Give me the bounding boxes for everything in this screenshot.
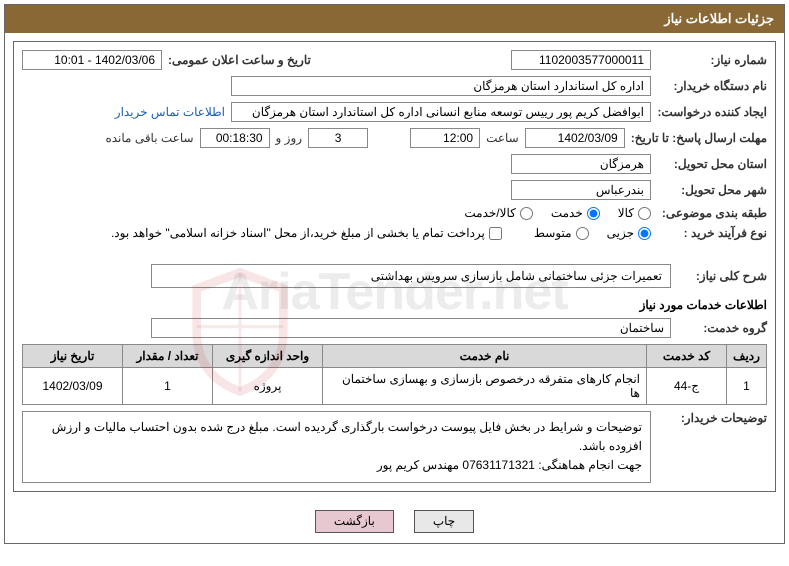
row-general-desc: شرح کلی نیاز: تعمیرات جزئی ساختمانی شامل… [22, 264, 767, 288]
field-deadline-date: 1402/03/09 [525, 128, 625, 148]
content-area: AriaTender.net شماره نیاز: 1102003577000… [13, 41, 776, 492]
radio-service[interactable]: خدمت [551, 206, 600, 220]
row-need-no: شماره نیاز: 1102003577000011 تاریخ و ساع… [22, 50, 767, 70]
treasury-note: پرداخت تمام یا بخشی از مبلغ خرید،از محل … [111, 226, 485, 240]
radio-goods-input[interactable] [638, 207, 651, 220]
th-qty: تعداد / مقدار [123, 345, 213, 368]
row-deadline: مهلت ارسال پاسخ: تا تاریخ: 1402/03/09 سا… [22, 128, 767, 148]
td-unit: پروژه [213, 368, 323, 405]
field-buyer-notes: توضیحات و شرایط در بخش فایل پیوست درخواس… [22, 411, 651, 483]
radio-both-label: کالا/خدمت [464, 206, 515, 220]
radio-minor-label: جزیی [607, 226, 634, 240]
label-days-and: روز و [276, 131, 303, 145]
field-service-group: ساختمان [151, 318, 671, 338]
td-qty: 1 [123, 368, 213, 405]
field-announce-date: 1402/03/06 - 10:01 [22, 50, 162, 70]
label-delivery-city: شهر محل تحویل: [657, 183, 767, 197]
process-radio-group: جزیی متوسط [534, 226, 651, 240]
td-row: 1 [727, 368, 767, 405]
row-category: طبقه بندی موضوعی: کالا خدمت کالا/خدمت [22, 206, 767, 220]
radio-medium-input[interactable] [576, 227, 589, 240]
row-delivery-city: شهر محل تحویل: بندرعباس [22, 180, 767, 200]
panel-title: جزئیات اطلاعات نیاز [5, 5, 784, 33]
label-general-desc: شرح کلی نیاز: [677, 269, 767, 283]
treasury-checkbox-input[interactable] [489, 227, 502, 240]
label-buyer-org: نام دستگاه خریدار: [657, 79, 767, 93]
radio-service-label: خدمت [551, 206, 583, 220]
buyer-contact-link[interactable]: اطلاعات تماس خریدار [115, 105, 225, 119]
label-deadline: مهلت ارسال پاسخ: تا تاریخ: [631, 131, 767, 145]
radio-both[interactable]: کالا/خدمت [464, 206, 532, 220]
th-code: کد خدمت [647, 345, 727, 368]
td-name: انجام کارهای متفرقه درخصوص بازسازی و بهس… [323, 368, 647, 405]
section-services-info: اطلاعات خدمات مورد نیاز [22, 298, 767, 312]
label-process-type: نوع فرآیند خرید : [657, 226, 767, 240]
row-requester: ایجاد کننده درخواست: ابوافضل کریم پور ری… [22, 102, 767, 122]
td-code: ج-44 [647, 368, 727, 405]
row-buyer-org: نام دستگاه خریدار: اداره کل استاندارد اس… [22, 76, 767, 96]
field-delivery-city: بندرعباس [511, 180, 651, 200]
th-name: نام خدمت [323, 345, 647, 368]
radio-goods-label: کالا [618, 206, 634, 220]
td-date: 1402/03/09 [23, 368, 123, 405]
field-general-desc: تعمیرات جزئی ساختمانی شامل بازسازی سرویس… [151, 264, 671, 288]
th-date: تاریخ نیاز [23, 345, 123, 368]
print-button[interactable]: چاپ [414, 510, 474, 533]
field-remaining-days: 3 [308, 128, 368, 148]
label-requester: ایجاد کننده درخواست: [657, 105, 767, 119]
radio-medium-label: متوسط [534, 226, 572, 240]
label-announce-date: تاریخ و ساعت اعلان عمومی: [168, 53, 311, 67]
label-time-word: ساعت [486, 131, 519, 145]
field-need-no: 1102003577000011 [511, 50, 651, 70]
radio-service-input[interactable] [587, 207, 600, 220]
field-delivery-province: هرمزگان [511, 154, 651, 174]
row-process-type: نوع فرآیند خرید : جزیی متوسط پرداخت تمام… [22, 226, 767, 240]
field-deadline-time: 12:00 [410, 128, 480, 148]
label-service-group: گروه خدمت: [677, 321, 767, 335]
label-need-no: شماره نیاز: [657, 53, 767, 67]
radio-minor[interactable]: جزیی [607, 226, 651, 240]
radio-medium[interactable]: متوسط [534, 226, 589, 240]
row-delivery-province: استان محل تحویل: هرمزگان [22, 154, 767, 174]
main-panel: جزئیات اطلاعات نیاز AriaTender.net شماره… [4, 4, 785, 544]
field-buyer-org: اداره کل استاندارد استان هرمزگان [231, 76, 651, 96]
th-unit: واحد اندازه گیری [213, 345, 323, 368]
field-requester: ابوافضل کریم پور رییس توسعه منابع انسانی… [231, 102, 651, 122]
label-delivery-province: استان محل تحویل: [657, 157, 767, 171]
footer-buttons: چاپ بازگشت [5, 500, 784, 543]
row-buyer-notes: توضیحات خریدار: توضیحات و شرایط در بخش ف… [22, 411, 767, 483]
back-button[interactable]: بازگشت [315, 510, 394, 533]
table-row: 1 ج-44 انجام کارهای متفرقه درخصوص بازساز… [23, 368, 767, 405]
treasury-checkbox[interactable]: پرداخت تمام یا بخشی از مبلغ خرید،از محل … [111, 226, 502, 240]
services-table: ردیف کد خدمت نام خدمت واحد اندازه گیری ت… [22, 344, 767, 405]
field-remaining-time: 00:18:30 [200, 128, 270, 148]
radio-both-input[interactable] [520, 207, 533, 220]
category-radio-group: کالا خدمت کالا/خدمت [464, 206, 651, 220]
label-time-remaining: ساعت باقی مانده [105, 131, 193, 145]
label-buyer-notes: توضیحات خریدار: [657, 411, 767, 425]
radio-minor-input[interactable] [638, 227, 651, 240]
th-row: ردیف [727, 345, 767, 368]
radio-goods[interactable]: کالا [618, 206, 651, 220]
row-service-group: گروه خدمت: ساختمان [22, 318, 767, 338]
label-category: طبقه بندی موضوعی: [657, 206, 767, 220]
table-header-row: ردیف کد خدمت نام خدمت واحد اندازه گیری ت… [23, 345, 767, 368]
